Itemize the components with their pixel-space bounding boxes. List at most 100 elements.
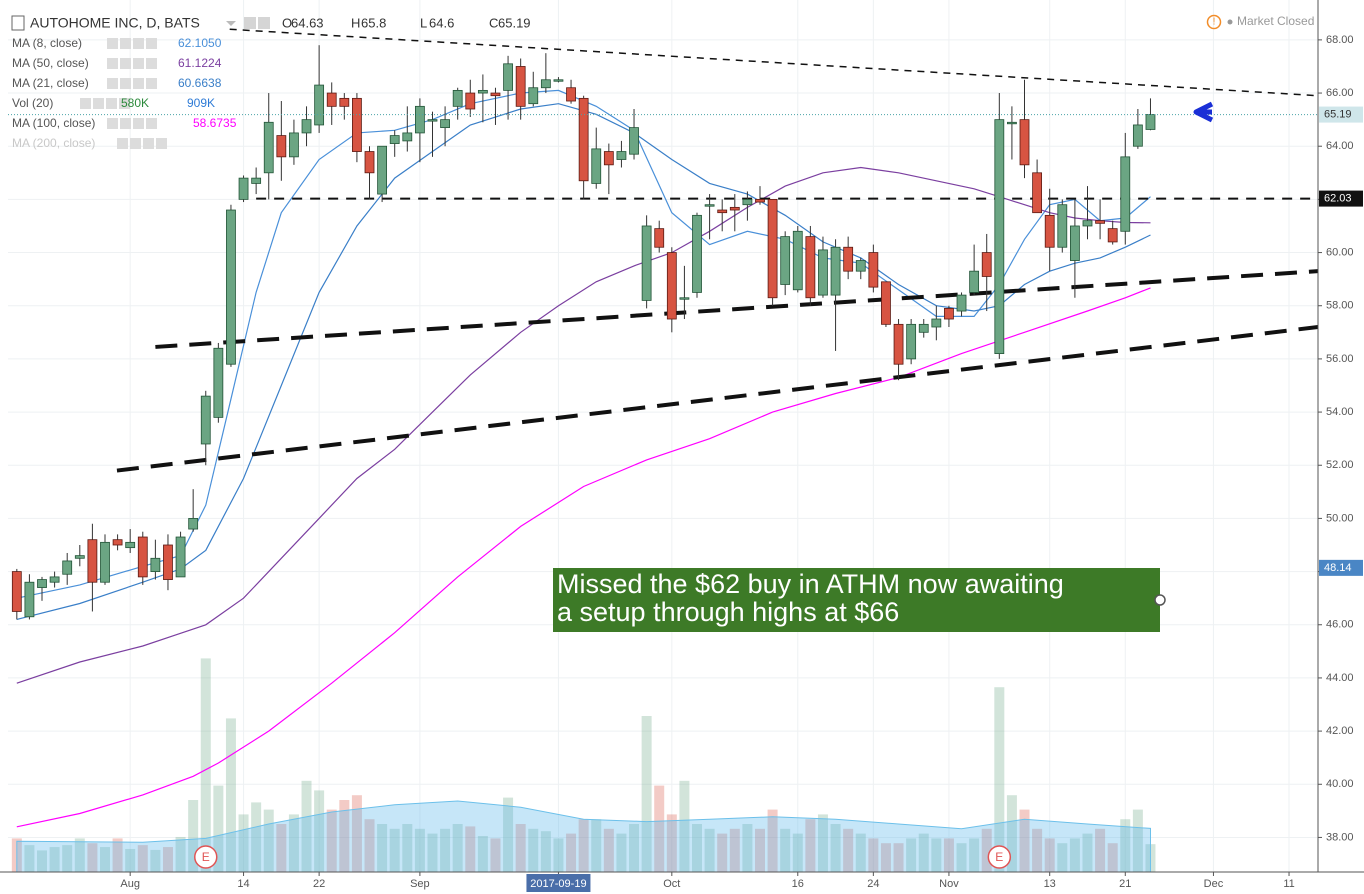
- candle-body: [969, 270, 980, 293]
- legend-button: [106, 98, 117, 109]
- legend-button: [146, 118, 157, 129]
- candle-body: [163, 544, 173, 580]
- earnings-label: E: [995, 850, 1003, 864]
- symbol-icon: [11, 15, 25, 31]
- volume-bar: [251, 802, 262, 872]
- legend-button: [93, 98, 104, 109]
- legend-button: [146, 78, 157, 89]
- volume-bar: [263, 809, 274, 872]
- volume-bar: [1032, 828, 1043, 872]
- legend-button: [133, 38, 144, 49]
- legend-value: 62.1050: [178, 36, 222, 50]
- candle-body: [1107, 228, 1118, 243]
- candle-body: [780, 236, 791, 285]
- volume-bar: [666, 814, 677, 872]
- volume-bar: [150, 849, 161, 872]
- candle-body: [414, 105, 425, 134]
- ohlc-label: O: [282, 15, 292, 30]
- x-tick-label: Aug: [120, 878, 140, 890]
- candle-body: [881, 281, 891, 325]
- volume-bar: [603, 828, 614, 872]
- x-tick-label: 2017-09-19: [530, 878, 586, 890]
- volume-bar: [591, 819, 602, 872]
- x-tick-label: 24: [867, 878, 879, 890]
- price-marker-label: 48.14: [1324, 562, 1352, 574]
- volume-bar: [780, 828, 791, 872]
- candle-body: [830, 246, 841, 296]
- legend-button: [133, 78, 144, 89]
- volume-bar: [188, 800, 199, 872]
- x-tick-label: Dec: [1204, 878, 1224, 890]
- candle-body: [276, 135, 287, 158]
- volume-bar: [175, 836, 186, 872]
- candle-body: [137, 536, 148, 578]
- volume-bar: [276, 824, 287, 872]
- candle-body: [717, 209, 728, 214]
- legend-value: 58.6735: [193, 116, 237, 130]
- legend-button: [146, 38, 157, 49]
- candle-body: [893, 323, 904, 365]
- volume-bar: [855, 833, 866, 872]
- x-tick-label: 11: [1283, 878, 1294, 890]
- candle-body: [868, 252, 879, 288]
- volume-bar: [99, 847, 110, 872]
- volume-bar: [37, 850, 48, 872]
- price-marker-label: 62.03: [1324, 192, 1352, 204]
- x-tick-label: 22: [313, 878, 325, 890]
- ohlc-value: 65.8: [361, 15, 386, 30]
- candle-body: [314, 84, 325, 126]
- y-tick-label: 64.00: [1326, 140, 1354, 152]
- candle-body: [301, 119, 312, 134]
- y-tick-label: 54.00: [1326, 406, 1354, 418]
- candle-body: [289, 132, 299, 158]
- volume-bar: [1006, 795, 1017, 872]
- x-tick-label: 13: [1044, 878, 1056, 890]
- annotation-text: Missed the $62 buy in ATHM now awaiting: [557, 569, 1064, 599]
- candle-body: [74, 555, 85, 559]
- volume-bar: [918, 833, 929, 872]
- candle-body: [1007, 121, 1017, 125]
- candle-body: [62, 560, 73, 575]
- grid: [8, 0, 1318, 872]
- volume-bar: [843, 828, 854, 872]
- candle-body: [843, 246, 854, 272]
- legend-name: MA (200, close): [12, 136, 95, 150]
- y-tick-label: 58.00: [1326, 300, 1354, 312]
- candle-body: [729, 206, 740, 211]
- volume-bar: [74, 838, 85, 872]
- candle-body: [352, 97, 362, 152]
- status-dot: [1227, 19, 1233, 25]
- volume-bar: [515, 824, 526, 872]
- candle-body: [1032, 172, 1043, 214]
- legend-value: 60.6638: [178, 76, 222, 90]
- candle-body: [200, 395, 211, 445]
- volume-bar: [24, 845, 35, 872]
- candle-body: [666, 252, 677, 320]
- legend-name: MA (100, close): [12, 116, 95, 130]
- menu-caret[interactable]: [226, 21, 236, 26]
- legend-button: [107, 118, 118, 129]
- volume-bar: [301, 780, 312, 872]
- candle-body: [944, 307, 954, 320]
- legend-name: MA (8, close): [12, 36, 82, 50]
- ohlc-value: 64.6: [429, 15, 454, 30]
- volume-bar: [503, 797, 514, 872]
- volume-bar: [1044, 838, 1055, 872]
- volume-bar: [427, 833, 438, 872]
- volume-bar: [679, 780, 690, 872]
- x-tick-label: 14: [237, 878, 249, 890]
- legend-button: [107, 58, 118, 69]
- candle-body: [175, 536, 186, 578]
- candle-body: [616, 151, 627, 160]
- candle-body: [906, 323, 917, 360]
- volume-bar: [578, 819, 589, 872]
- volume-bar: [629, 824, 640, 872]
- volume-bar: [414, 828, 425, 872]
- legend-button: [156, 138, 167, 149]
- legend-button: [120, 118, 131, 129]
- candle-body: [238, 177, 249, 200]
- legend-button: [258, 17, 270, 29]
- volume-bar: [641, 716, 652, 872]
- candle-body: [1082, 220, 1093, 227]
